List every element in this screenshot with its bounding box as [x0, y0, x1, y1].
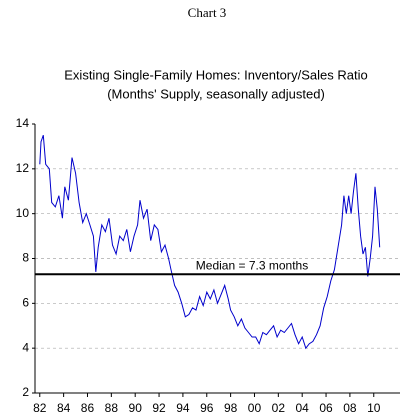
x-tick-label: 06: [319, 401, 333, 415]
x-tick-label: 98: [224, 401, 238, 415]
x-tick-label: 02: [272, 401, 286, 415]
x-tick-label: 96: [200, 401, 214, 415]
x-tick-label: 00: [248, 401, 262, 415]
y-tick-label: 2: [22, 385, 29, 399]
data-line: [39, 135, 381, 350]
chart-heading: Chart 3: [188, 5, 227, 20]
y-tick-label: 6: [22, 296, 29, 310]
x-tick-label: 92: [152, 401, 166, 415]
y-tick-label: 12: [16, 161, 30, 175]
x-tick-label: 88: [105, 401, 119, 415]
median-label: Median = 7.3 months: [196, 258, 308, 272]
x-tick-label: 82: [33, 401, 47, 415]
x-tick-label: 90: [129, 401, 143, 415]
x-tick-label: 04: [296, 401, 310, 415]
x-tick-label: 86: [81, 401, 95, 415]
chart-subtitle: (Months' Supply, seasonally adjusted): [107, 86, 325, 101]
x-tick-label: 10: [367, 401, 381, 415]
y-tick-label: 8: [22, 251, 29, 265]
chart-title: Existing Single-Family Homes: Inventory/…: [64, 67, 367, 82]
x-tick-label: 94: [176, 401, 190, 415]
y-tick-label: 4: [22, 340, 29, 354]
x-tick-label: 08: [343, 401, 357, 415]
y-tick-label: 14: [16, 116, 30, 130]
x-tick-label: 84: [57, 401, 71, 415]
y-tick-label: 10: [16, 206, 30, 220]
